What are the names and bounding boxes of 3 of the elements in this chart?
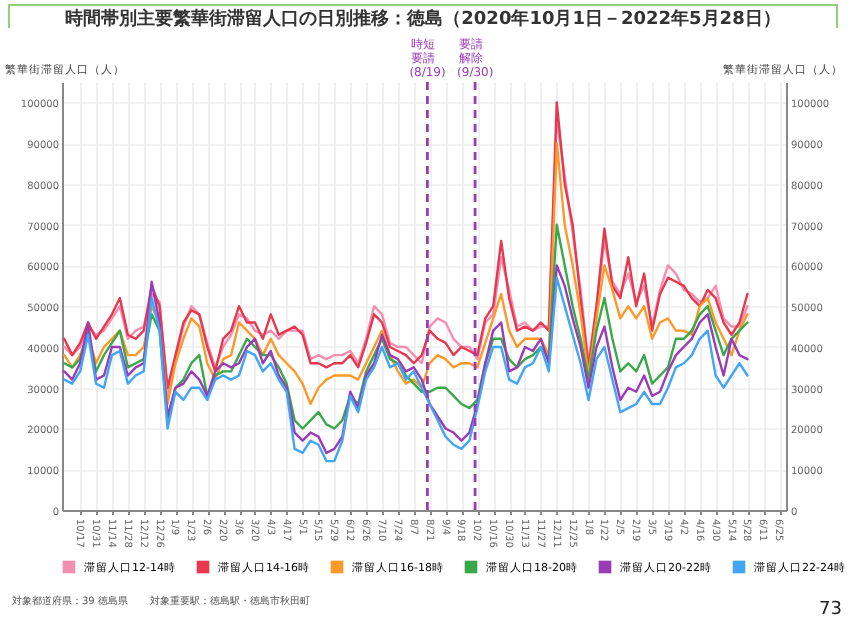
chart-title: 時間帯別主要繁華街滞留人口の日別推移：徳島（2020年10月1日－2022年5月28日） xyxy=(8,4,838,36)
line-series xyxy=(63,223,749,430)
text: 73 xyxy=(819,600,842,620)
